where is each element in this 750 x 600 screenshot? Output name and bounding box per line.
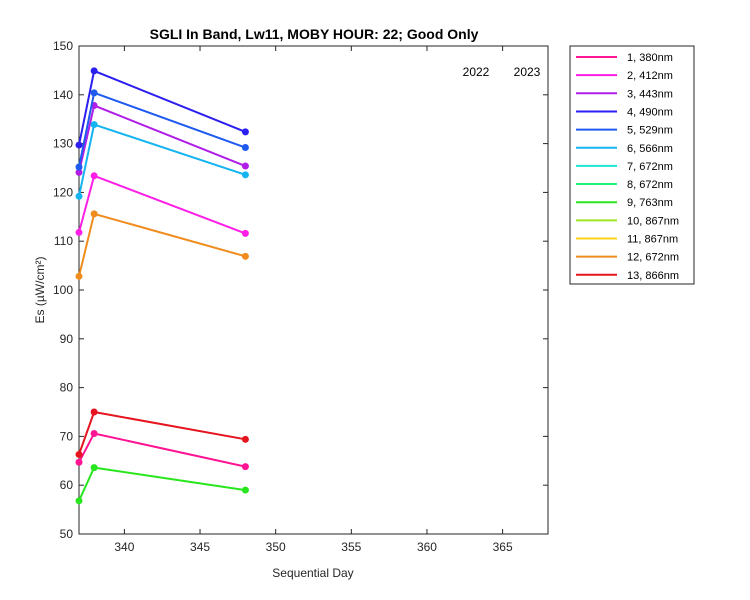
x-tick-label: 360 xyxy=(417,540,437,554)
data-point-3 xyxy=(241,162,249,170)
x-tick-label: 345 xyxy=(190,540,210,554)
plot-area xyxy=(78,45,549,535)
y-axis: 50 60 70 80 90 100 110 120 130 140 150 xyxy=(53,39,548,541)
legend-label-10: 10, 867nm xyxy=(627,215,679,227)
data-point-5 xyxy=(241,144,249,152)
series-layer xyxy=(75,67,249,505)
year-label-2022: 2022 xyxy=(463,65,490,79)
y-tick-label: 140 xyxy=(53,88,73,102)
legend-label-5: 5, 529nm xyxy=(627,125,673,137)
data-point-13 xyxy=(75,450,83,458)
data-point-3 xyxy=(75,168,83,176)
data-point-1 xyxy=(75,458,83,466)
data-point-1 xyxy=(241,463,249,471)
x-axis: 340 345 350 355 360 365 xyxy=(114,46,513,554)
data-point-2 xyxy=(90,172,98,180)
y-tick-label: 130 xyxy=(53,137,73,151)
legend-label-13: 13, 866nm xyxy=(627,270,679,282)
y-tick-label: 150 xyxy=(53,39,73,53)
legend-label-2: 2, 412nm xyxy=(627,70,673,82)
data-point-9 xyxy=(241,486,249,494)
data-point-2 xyxy=(75,228,83,236)
data-point-6 xyxy=(75,192,83,200)
data-point-1 xyxy=(90,429,98,437)
y-tick-label: 50 xyxy=(60,527,74,541)
legend-label-9: 9, 763nm xyxy=(627,197,673,209)
y-tick-label: 70 xyxy=(60,429,74,443)
legend-label-12: 12, 672nm xyxy=(627,252,679,264)
y-tick-label: 100 xyxy=(53,283,73,297)
legend-label-3: 3, 443nm xyxy=(627,88,673,100)
data-point-4 xyxy=(90,67,98,75)
chart-title: SGLI In Band, Lw11, MOBY HOUR: 22; Good … xyxy=(150,26,479,42)
data-point-13 xyxy=(241,435,249,443)
y-tick-label: 60 xyxy=(60,478,74,492)
x-axis-label: Sequential Day xyxy=(272,566,353,580)
data-point-5 xyxy=(90,89,98,97)
x-tick-label: 365 xyxy=(493,540,513,554)
data-point-6 xyxy=(241,171,249,179)
data-point-9 xyxy=(75,497,83,505)
legend-label-6: 6, 566nm xyxy=(627,143,673,155)
data-point-12 xyxy=(75,272,83,280)
data-point-12 xyxy=(90,210,98,218)
legend-label-1: 1, 380nm xyxy=(627,52,673,64)
y-axis-label: Es (µW/cm²) xyxy=(33,257,47,324)
y-tick-label: 90 xyxy=(60,332,74,346)
x-tick-label: 340 xyxy=(114,540,134,554)
legend-label-7: 7, 672nm xyxy=(627,161,673,173)
y-tick-label: 80 xyxy=(60,381,74,395)
data-point-4 xyxy=(241,128,249,136)
legend-label-4: 4, 490nm xyxy=(627,106,673,118)
data-point-6 xyxy=(90,121,98,129)
legend-label-11: 11, 867nm xyxy=(627,234,678,246)
y-tick-label: 120 xyxy=(53,185,73,199)
data-point-2 xyxy=(241,229,249,237)
data-point-5 xyxy=(75,163,83,171)
year-label-2023: 2023 xyxy=(514,65,541,79)
x-tick-label: 355 xyxy=(341,540,361,554)
legend-label-8: 8, 672nm xyxy=(627,179,673,191)
data-point-12 xyxy=(241,252,249,260)
data-point-9 xyxy=(90,464,98,472)
data-point-4 xyxy=(75,141,83,149)
legend: 1, 380nm 2, 412nm 3, 443nm 4, 490nm 5, 529nm… xyxy=(569,45,695,285)
data-point-13 xyxy=(90,408,98,416)
y-tick-label: 110 xyxy=(54,234,73,248)
x-tick-label: 350 xyxy=(266,540,286,554)
